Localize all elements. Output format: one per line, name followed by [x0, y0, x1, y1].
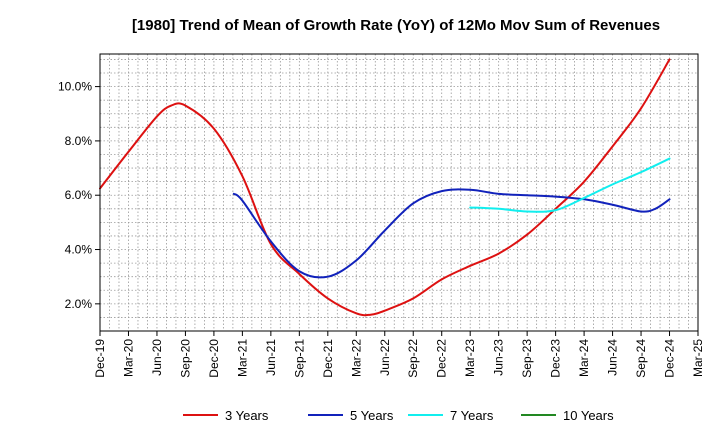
x-tick-label: Dec-21: [321, 339, 335, 378]
series-layer: [99, 58, 671, 317]
x-tick-label: Jun-21: [264, 339, 278, 376]
x-tick-label: Dec-20: [207, 339, 221, 378]
legend-label-3-years: 3 Years: [225, 408, 269, 423]
series-line-3-years: [99, 58, 671, 317]
legend-label-7-years: 7 Years: [450, 408, 494, 423]
x-tick-label: Sep-22: [406, 339, 420, 378]
y-tick-label: 8.0%: [65, 134, 93, 148]
plot-frame: [99, 53, 699, 332]
chart-title: [1980] Trend of Mean of Growth Rate (YoY…: [132, 17, 660, 34]
y-axis-ticks: 2.0% 4.0% 6.0% 8.0% 10.0%: [58, 80, 100, 311]
x-tick-label: Dec-24: [663, 339, 677, 378]
x-tick-label: Jun-20: [150, 339, 164, 376]
x-tick-label: Sep-21: [292, 339, 306, 378]
y-tick-label: 2.0%: [65, 297, 93, 311]
x-tick-label: Sep-24: [634, 339, 648, 378]
legend: 3 Years 5 Years 7 Years 10 Years: [183, 408, 614, 423]
x-tick-label: Mar-23: [463, 339, 477, 377]
x-tick-label: Mar-24: [577, 339, 591, 377]
x-tick-label: Mar-20: [121, 339, 135, 377]
y-tick-label: 10.0%: [58, 80, 92, 94]
x-tick-label: Jun-24: [606, 339, 620, 376]
x-axis-ticks: Dec-19 Mar-20 Jun-20 Sep-20 Dec-20 Mar-21 Jun-…: [93, 331, 705, 378]
x-tick-label: Sep-20: [178, 339, 192, 378]
x-tick-label: Jun-22: [378, 339, 392, 376]
grid: [99, 54, 699, 331]
x-tick-label: Sep-23: [520, 339, 534, 378]
x-tick-label: Dec-23: [549, 339, 563, 378]
legend-label-5-years: 5 Years: [350, 408, 394, 423]
x-tick-label: Mar-25: [691, 339, 705, 377]
y-tick-label: 6.0%: [65, 188, 93, 202]
series-line-5-years: [232, 188, 671, 279]
x-tick-label: Dec-19: [93, 339, 107, 378]
y-tick-label: 4.0%: [65, 243, 93, 257]
series-line-7-years: [469, 157, 671, 213]
x-tick-label: Mar-22: [349, 339, 363, 377]
legend-label-10-years: 10 Years: [563, 408, 614, 423]
x-tick-label: Jun-23: [492, 339, 506, 376]
x-tick-label: Dec-22: [435, 339, 449, 378]
x-tick-label: Mar-21: [235, 339, 249, 377]
